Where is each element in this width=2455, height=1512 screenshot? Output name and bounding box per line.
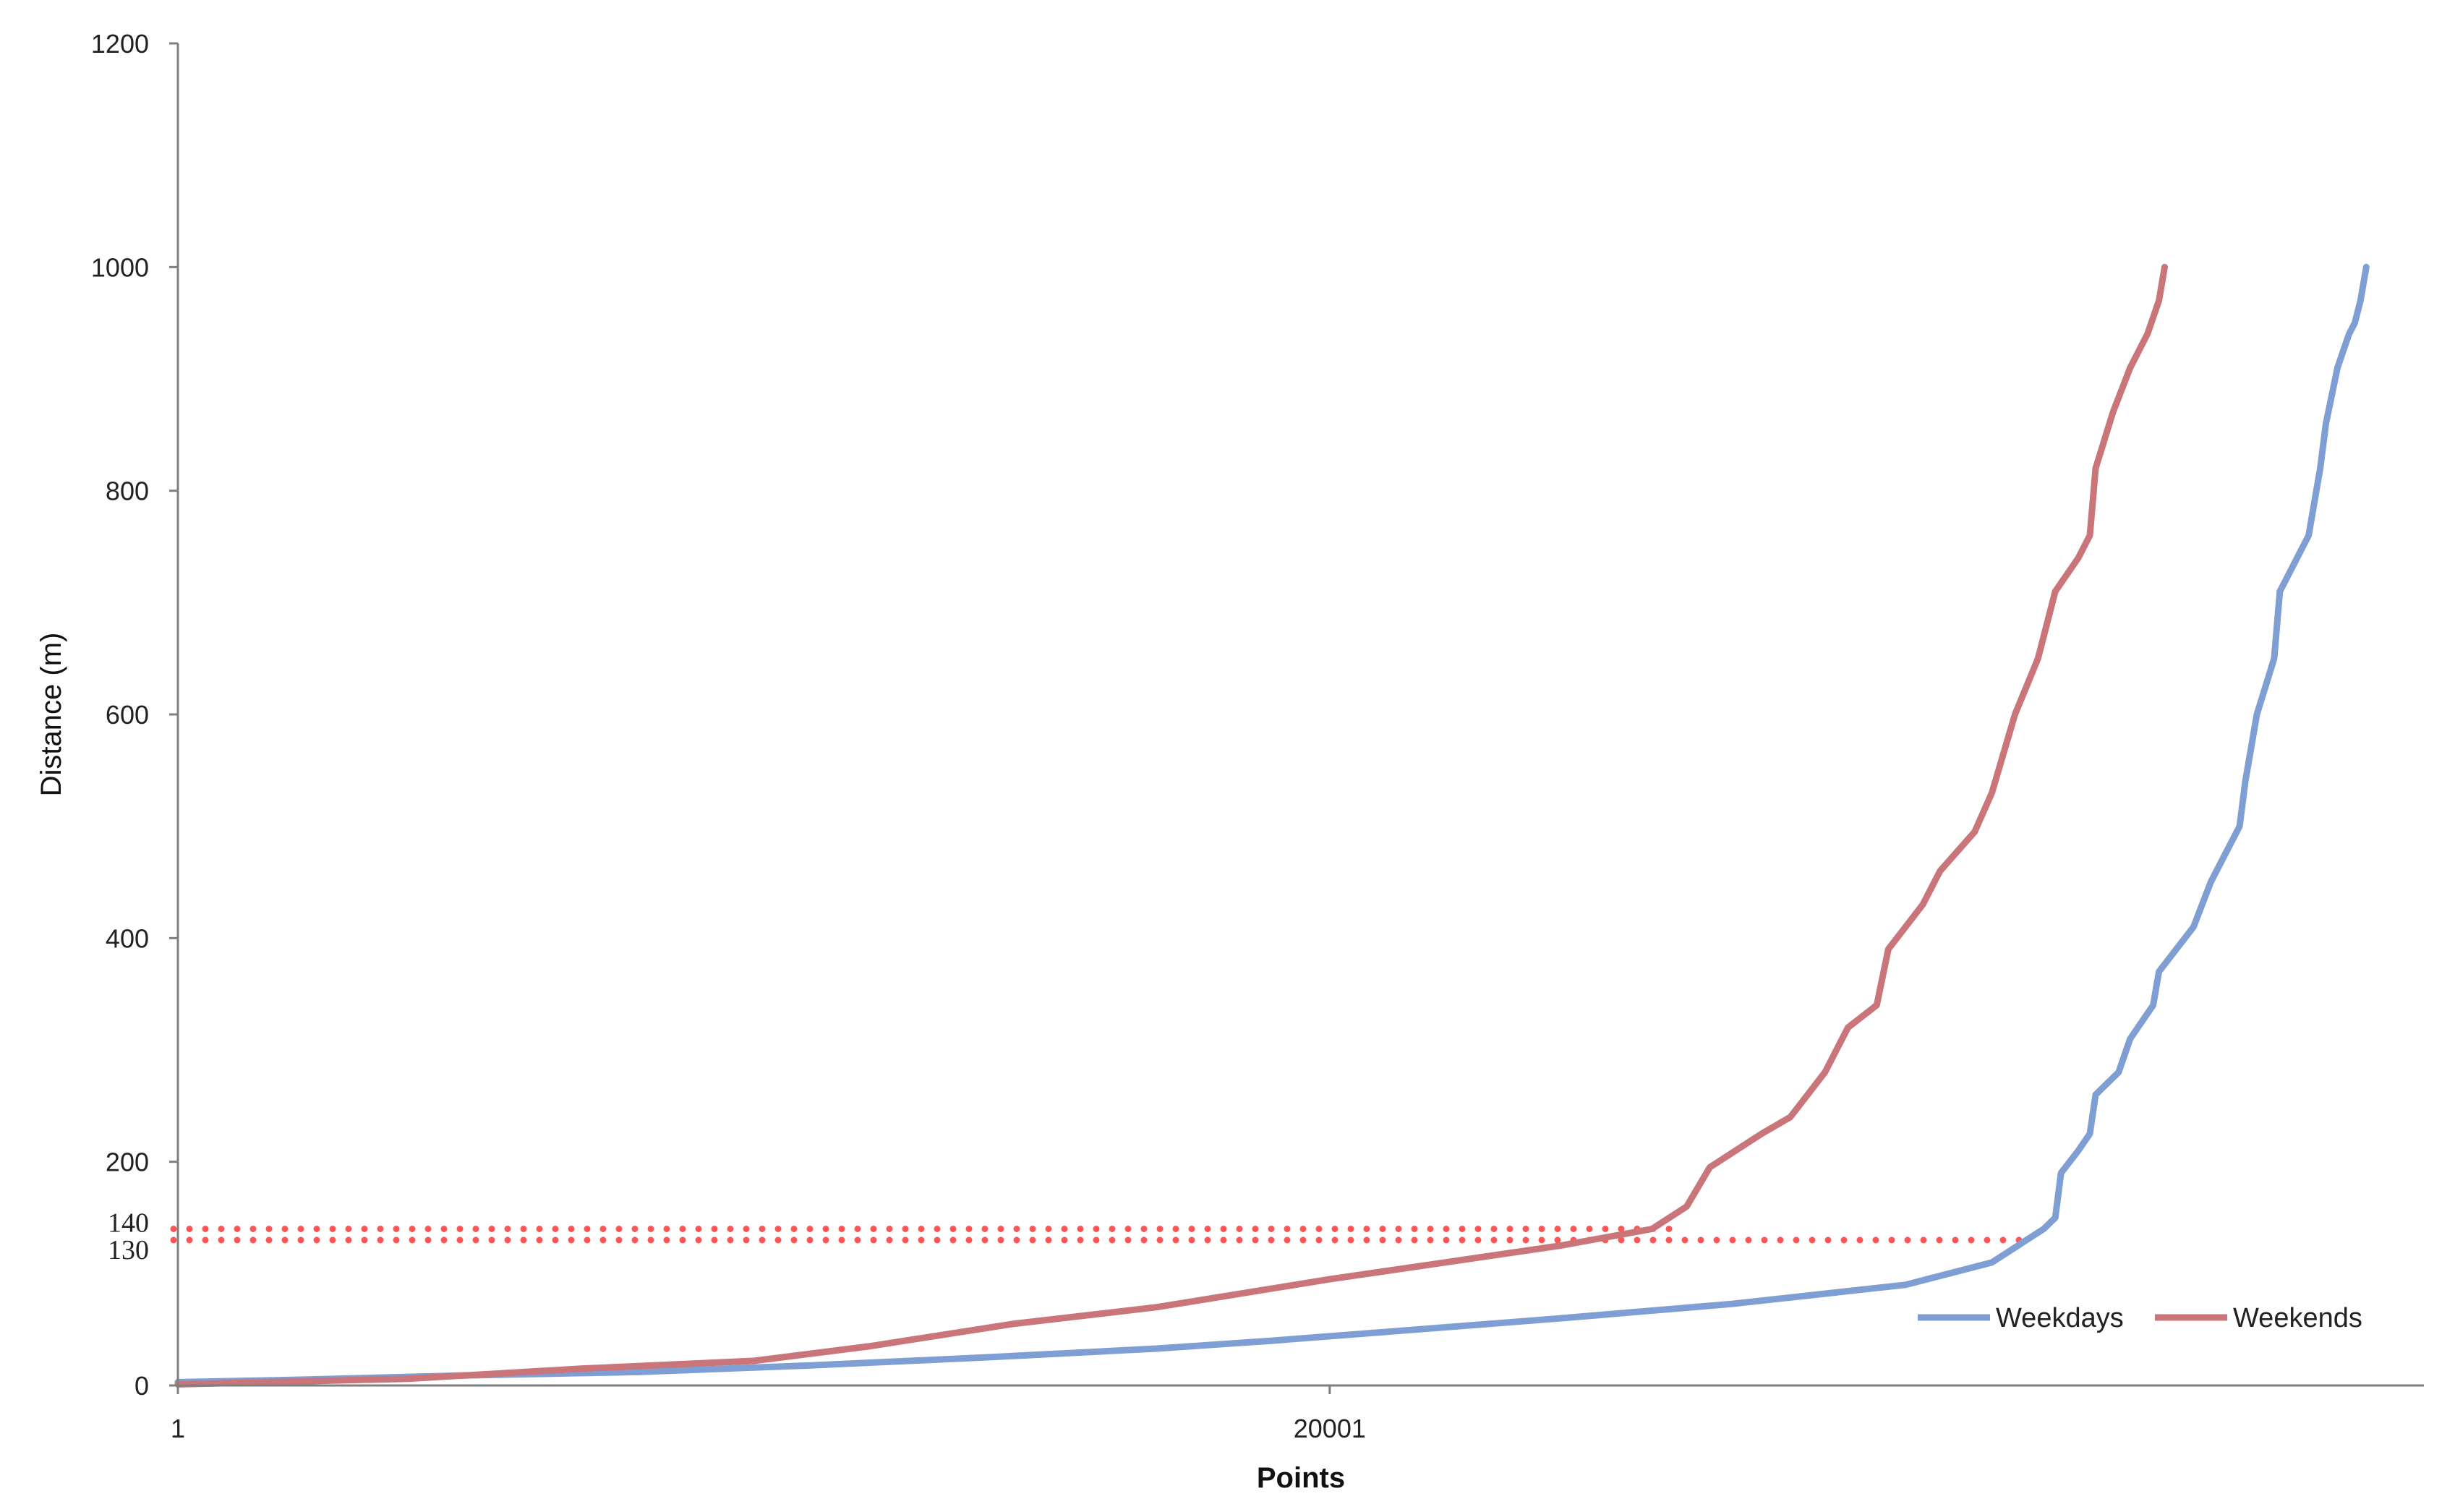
legend-label-weekends: Weekends	[2233, 1303, 2362, 1333]
y-extra-tick-label-140: 140	[108, 1208, 149, 1238]
y-tick-label-600: 600	[106, 700, 149, 730]
x-tick-label-20001: 20001	[1294, 1414, 1366, 1443]
y-tick-label-200: 200	[106, 1148, 149, 1177]
y-axis-title: Distance (m)	[35, 633, 67, 797]
y-tick-label-400: 400	[106, 923, 149, 953]
y-tick-label-0: 0	[135, 1371, 149, 1401]
series-lines	[174, 263, 2370, 1388]
legend-label-weekdays: Weekdays	[1996, 1303, 2124, 1333]
series-line-weekends	[174, 263, 2168, 1388]
y-tick-label-1000: 1000	[91, 252, 149, 282]
y-tick-label-800: 800	[106, 477, 149, 506]
y-tick-label-1200: 1200	[91, 29, 149, 59]
x-tick-label-1: 1	[171, 1414, 185, 1443]
legend: Weekdays Weekends	[1918, 1303, 2362, 1333]
x-axis-title: Points	[1257, 1462, 1345, 1494]
reference-lines	[170, 1225, 2030, 1244]
y-extra-tick-label-130: 130	[108, 1235, 149, 1265]
x-axis-ticks: 1 20001	[171, 1385, 1366, 1443]
series-line-weekdays	[174, 263, 2370, 1385]
